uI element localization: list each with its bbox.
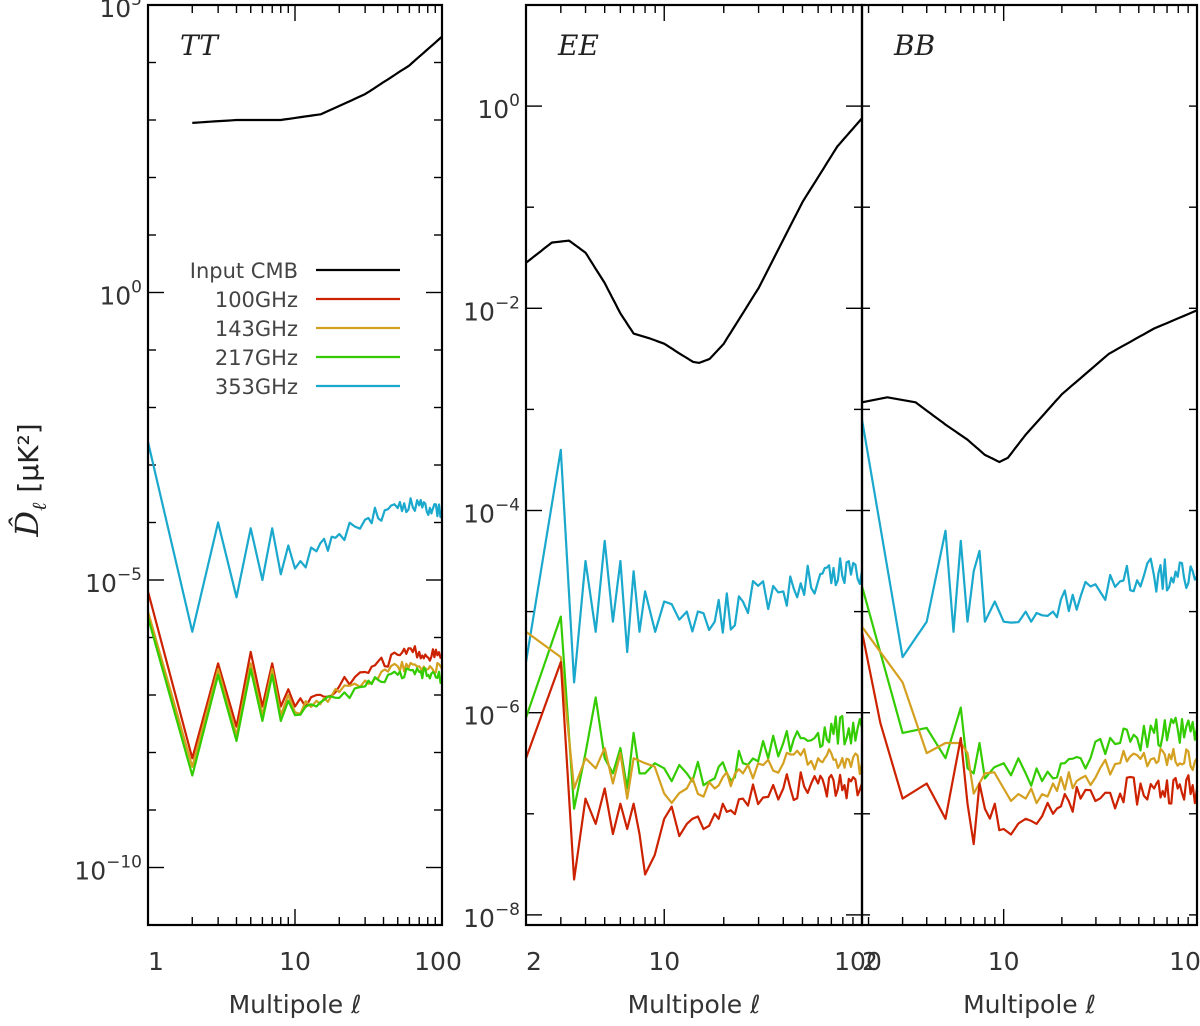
series-353ghz <box>526 448 862 684</box>
panel-frame <box>524 3 864 927</box>
series-input-cmb <box>526 117 862 364</box>
panel-title: TT <box>180 29 220 62</box>
series-143ghz <box>148 611 442 769</box>
series-100ghz <box>526 660 862 881</box>
series-217ghz <box>526 615 862 810</box>
series-input-cmb <box>192 35 442 124</box>
y-axis-label: D̂ℓ [μK²] <box>8 423 51 537</box>
x-tick-label: 1 <box>148 947 164 976</box>
y-tick-label: 100 <box>99 278 142 311</box>
series-353ghz <box>148 441 442 633</box>
y-tick-label: 10−2 <box>463 293 520 326</box>
y-axis-label-unit: [μK²] <box>12 423 45 492</box>
legend-label: 143GHz <box>215 317 298 341</box>
series-143ghz <box>862 626 1197 805</box>
y-tick-label: 10−6 <box>463 698 520 731</box>
x-axis-label: Multipole ℓ <box>628 990 761 1019</box>
y-axis-label-subscript: ℓ <box>27 502 51 511</box>
legend-label: 217GHz <box>215 346 298 370</box>
panel-tt: 1 10 100 105 100 10−5 10−10 Multipole ℓ TT <box>74 0 462 1019</box>
y-tick-label: 10−10 <box>74 853 142 886</box>
y-tick-label: 100 <box>477 91 520 124</box>
x-axis-label: Multipole ℓ <box>963 990 1096 1019</box>
panel-title: EE <box>557 29 599 62</box>
legend-label: 353GHz <box>215 375 298 399</box>
x-axis-label: Multipole ℓ <box>229 990 362 1019</box>
x-tick-label: 10 <box>648 947 680 976</box>
y-tick-label: 10−5 <box>85 565 142 598</box>
x-tick-label: 10 <box>279 947 311 976</box>
series-353ghz <box>862 419 1197 659</box>
x-tick-label: 2 <box>526 947 542 976</box>
panel-frame <box>146 3 444 927</box>
panel-title: BB <box>893 29 935 62</box>
legend-label: Input CMB <box>190 259 298 283</box>
legend-label: 100GHz <box>215 288 298 312</box>
y-tick-label: 10−4 <box>463 495 520 528</box>
y-axis-label-symbol: D̂ <box>8 511 46 538</box>
y-tick-label: 10−8 <box>463 900 520 933</box>
series-217ghz <box>148 617 442 777</box>
panel-frame <box>860 3 1199 927</box>
series-217ghz <box>862 586 1197 787</box>
legend: Input CMB 100GHz 143GHz 217GHz 353GHz <box>190 259 400 399</box>
series-143ghz <box>526 630 862 805</box>
y-tick-label: 105 <box>99 0 142 23</box>
x-tick-label: 100 <box>834 947 882 976</box>
legend-entry: 217GHz <box>215 346 400 370</box>
x-tick-label: 100 <box>414 947 462 976</box>
panels-group: 1 10 100 105 100 10−5 10−10 Multipole ℓ TT 2 10 100… <box>74 0 1200 1019</box>
panel-bb: 2 10 100 Multipole ℓ BB <box>860 3 1200 1019</box>
legend-entry: 143GHz <box>215 317 400 341</box>
legend-entry: Input CMB <box>190 259 400 283</box>
series-100ghz <box>148 591 442 760</box>
legend-entry: 353GHz <box>215 375 400 399</box>
x-tick-label: 2 <box>862 947 878 976</box>
panel-ee: 2 10 100 100 10−2 10−4 10−6 10−8 Multipole ℓ EE <box>463 3 882 1019</box>
x-tick-label: 10 <box>988 947 1020 976</box>
series-input-cmb <box>862 309 1197 464</box>
x-tick-label: 100 <box>1169 947 1200 976</box>
series-100ghz <box>862 631 1197 846</box>
legend-entry: 100GHz <box>215 288 400 312</box>
